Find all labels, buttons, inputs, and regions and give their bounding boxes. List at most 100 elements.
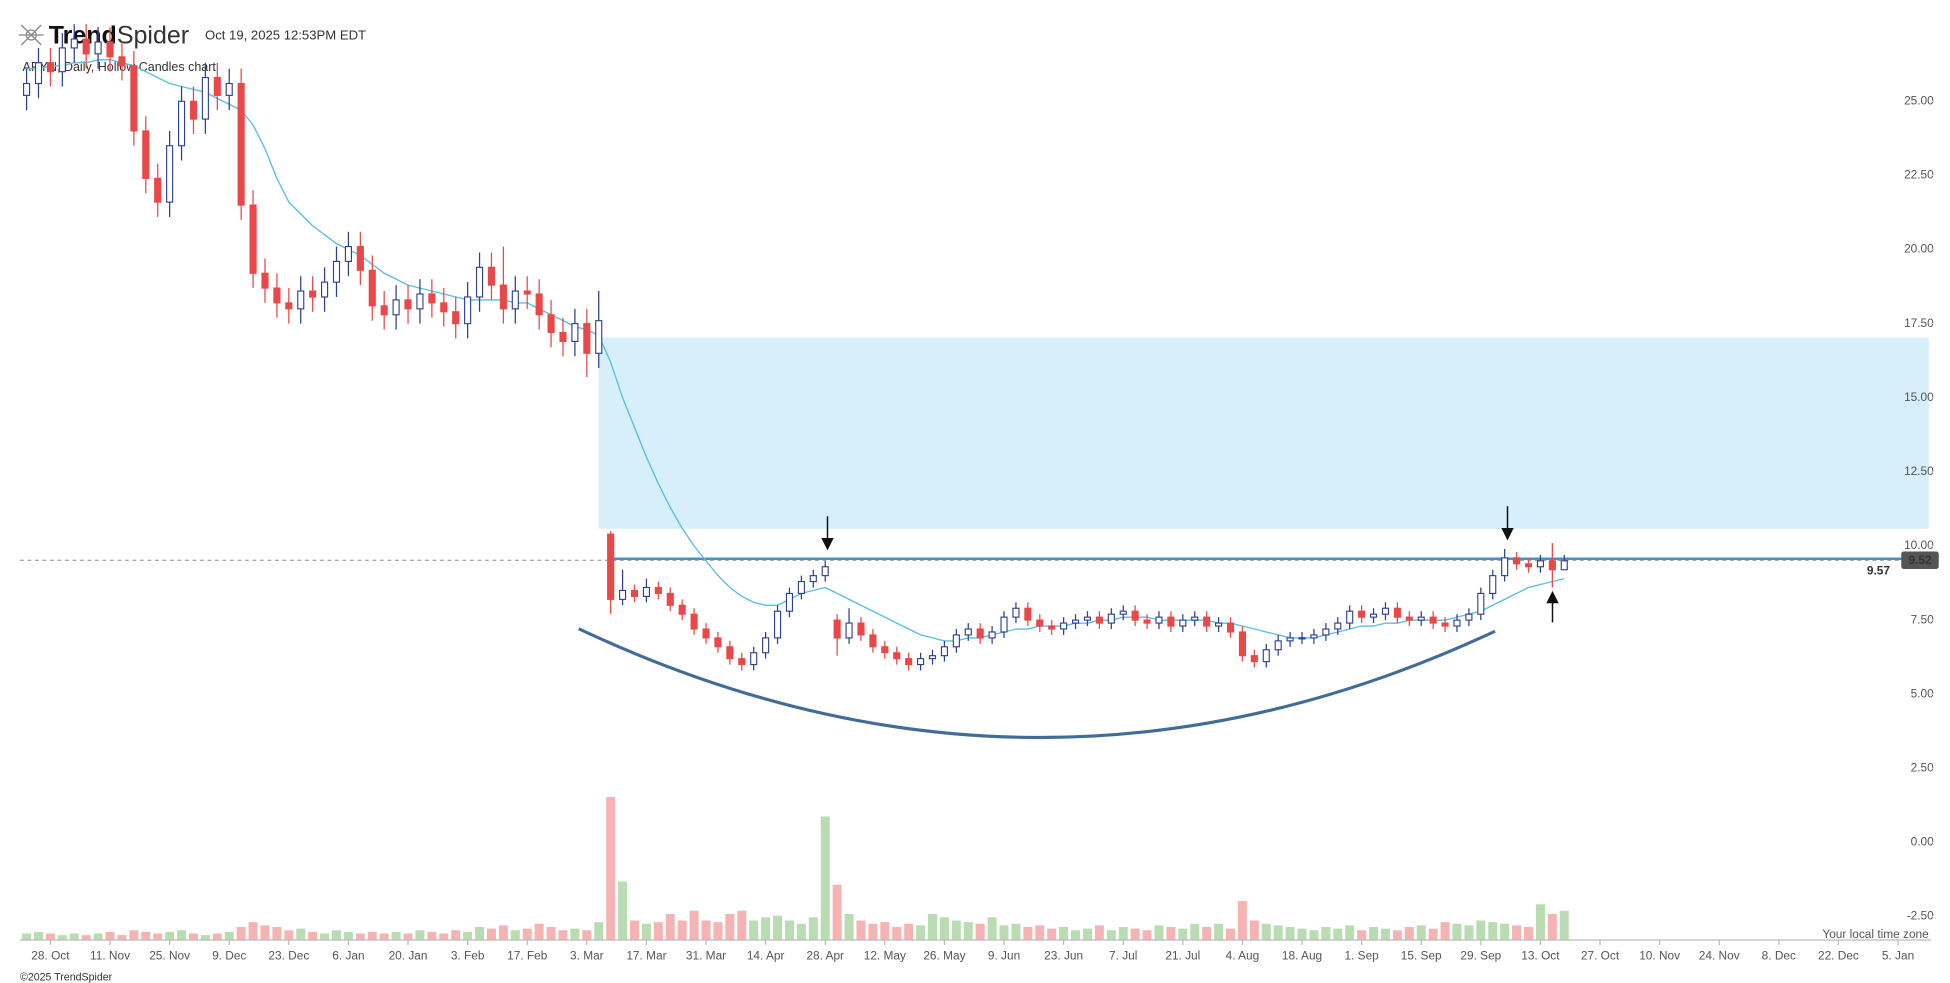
- volume-bar: [1476, 920, 1486, 940]
- volume-bar: [999, 925, 1009, 940]
- cup-curve: [578, 627, 1496, 740]
- candle-body: [213, 77, 221, 96]
- candle-body: [523, 290, 531, 295]
- candle-body: [1429, 616, 1437, 624]
- last-price-label: 9.52: [1908, 553, 1931, 567]
- volume-bar: [522, 928, 532, 940]
- candle-body: [1215, 622, 1223, 627]
- candle-body: [905, 658, 913, 666]
- candle-body: [34, 62, 43, 85]
- volume-bar: [1011, 923, 1021, 940]
- volume-bar: [1464, 925, 1474, 940]
- volume-bar: [1178, 928, 1188, 940]
- candle-body: [607, 533, 615, 600]
- volume-bar: [415, 930, 425, 940]
- volume-bar: [93, 933, 103, 940]
- x-tick-label: 13. Oct: [1521, 948, 1560, 962]
- volume-bar: [1452, 923, 1462, 940]
- x-tick-label: 9. Jun: [988, 948, 1020, 962]
- logo-icon: [18, 24, 44, 46]
- volume-bar: [81, 935, 91, 940]
- candle-body: [535, 293, 543, 316]
- timestamp: Oct 19, 2025 12:53PM EDT: [205, 28, 366, 43]
- volume-bar: [916, 925, 926, 940]
- candle-body: [1250, 655, 1258, 663]
- candle-body: [475, 266, 484, 298]
- x-tick-label: 18. Aug: [1282, 948, 1322, 962]
- candle-body: [845, 622, 853, 639]
- candle-body: [1298, 637, 1306, 640]
- volume-bar: [34, 931, 44, 940]
- candle-body: [762, 637, 770, 654]
- candle-body: [404, 299, 412, 310]
- x-tick-label: 3. Mar: [570, 948, 604, 962]
- candle-body: [1346, 610, 1354, 624]
- brand: TrendSpider: [49, 21, 189, 49]
- candle-body: [70, 38, 78, 49]
- x-tick-label: 25. Nov: [149, 948, 190, 962]
- candle-body: [273, 287, 281, 304]
- volume-bar: [165, 931, 175, 940]
- volume-bar: [439, 933, 449, 940]
- volume-bar: [928, 914, 938, 940]
- candle-body: [785, 592, 794, 612]
- volume-bar: [1261, 923, 1271, 940]
- volume-bar: [1071, 930, 1081, 940]
- candle-body: [750, 652, 758, 666]
- candle-body: [368, 269, 376, 307]
- volume-bar: [1297, 928, 1307, 940]
- candle-body: [130, 65, 138, 132]
- candle-body: [356, 246, 364, 271]
- y-tick-label: 0.00: [1911, 835, 1934, 849]
- volume-bar: [773, 915, 783, 940]
- volume-bar: [1106, 930, 1116, 940]
- volume-bar: [177, 930, 187, 940]
- volume-bar: [820, 816, 830, 940]
- x-tick-label: 14. Apr: [747, 948, 785, 962]
- candle-body: [1393, 607, 1401, 618]
- candle-body: [547, 314, 555, 334]
- volume-bar: [260, 925, 270, 940]
- volume-bar: [963, 922, 973, 940]
- volume-bar: [332, 930, 342, 940]
- x-tick-label: 31. Mar: [686, 948, 726, 962]
- x-tick-label: 23. Jun: [1044, 948, 1083, 962]
- candle-body: [654, 586, 662, 594]
- candle-body: [440, 302, 448, 313]
- candle-body: [94, 41, 102, 55]
- volume-bar: [1023, 926, 1033, 940]
- candle-body: [809, 575, 817, 583]
- candle-body: [595, 320, 603, 354]
- candle-body: [1191, 616, 1199, 621]
- candle-body: [416, 293, 424, 310]
- x-tick-label: 3. Feb: [451, 948, 485, 962]
- x-tick-label: 11. Nov: [90, 948, 130, 962]
- volume-bar: [546, 926, 556, 940]
- candle-body: [392, 299, 400, 316]
- volume-bar: [1142, 930, 1152, 940]
- x-tick-label: 8. Dec: [1762, 948, 1796, 962]
- brand-light: Spider: [117, 21, 189, 49]
- candle-body: [1095, 616, 1103, 624]
- candle-body: [1286, 637, 1294, 642]
- volume-bar: [1237, 900, 1247, 940]
- volume-bar: [212, 933, 222, 940]
- candle-body: [714, 637, 722, 648]
- candle-body: [917, 658, 925, 666]
- candle-body: [261, 272, 269, 289]
- candle-body: [928, 655, 937, 660]
- volume-bar: [367, 931, 377, 940]
- volume-bar: [653, 922, 663, 940]
- volume-bar: [391, 931, 401, 940]
- x-tick-label: 5. Jan: [1882, 948, 1914, 962]
- candle-body: [559, 331, 567, 342]
- candle-body: [177, 100, 186, 147]
- volume-bar: [1416, 925, 1426, 940]
- volume-bar: [1249, 920, 1259, 940]
- candle-body: [1536, 560, 1544, 568]
- volume-bar: [832, 884, 842, 940]
- candle-body: [237, 82, 245, 206]
- volume-bar: [1130, 928, 1140, 940]
- candle-body: [833, 619, 841, 639]
- volume-bar: [45, 933, 55, 940]
